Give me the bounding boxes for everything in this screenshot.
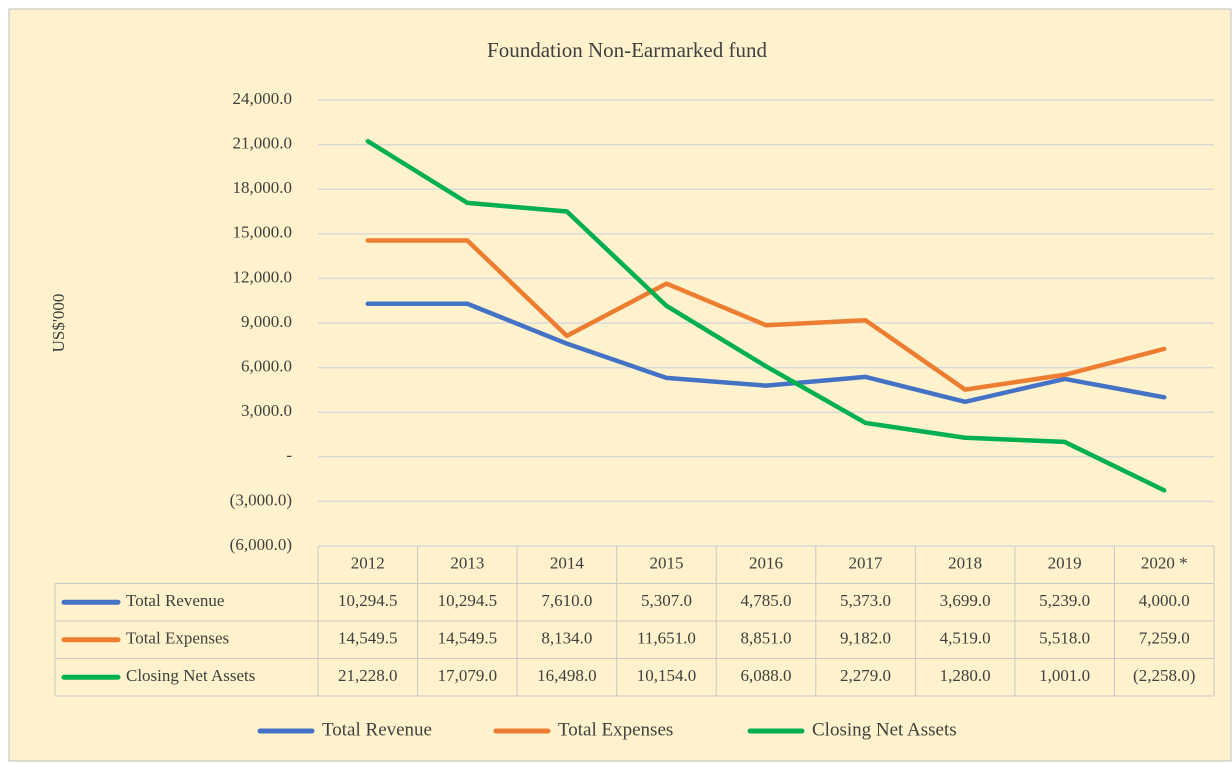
table-cell: 10,294.5 [338, 591, 398, 610]
table-cell: 7,610.0 [541, 591, 592, 610]
table-cell: 2,279.0 [840, 666, 891, 685]
table-cell: 6,088.0 [741, 666, 792, 685]
y-tick-label: 18,000.0 [233, 178, 293, 197]
series-line [365, 138, 1167, 493]
table-row-label: Total Expenses [126, 629, 229, 648]
x-tick-label: 2020 * [1141, 554, 1188, 573]
x-tick-label: 2013 [450, 554, 484, 573]
table-cell: 11,651.0 [637, 629, 696, 648]
legend-label: Total Expenses [558, 719, 673, 740]
x-tick-label: 2015 [649, 554, 683, 573]
table-cell: 7,259.0 [1139, 629, 1190, 648]
x-tick-label: 2016 [749, 554, 783, 573]
table-cell: 10,294.5 [438, 591, 498, 610]
table-cell: 8,851.0 [741, 629, 792, 648]
y-tick-label: (3,000.0) [230, 490, 292, 509]
y-axis-label: US$'000 [49, 294, 68, 353]
table-cell: 5,518.0 [1039, 629, 1090, 648]
table-row-label: Total Revenue [126, 591, 224, 610]
table-row-label: Closing Net Assets [126, 666, 255, 685]
table-cell: 16,498.0 [537, 666, 597, 685]
table-cell: 3,699.0 [940, 591, 991, 610]
table-cell: 21,228.0 [338, 666, 398, 685]
table-cell: 1,001.0 [1039, 666, 1090, 685]
table-cell: 14,549.5 [438, 629, 498, 648]
y-tick-label: 6,000.0 [241, 357, 292, 376]
x-tick-label: 2012 [351, 554, 385, 573]
table-cell: 5,239.0 [1039, 591, 1090, 610]
table-cell: 4,785.0 [741, 591, 792, 610]
y-tick-label: 24,000.0 [233, 89, 293, 108]
x-tick-label: 2019 [1048, 554, 1082, 573]
y-tick-label: 21,000.0 [233, 134, 293, 153]
table-cell: (2,258.0) [1133, 666, 1195, 685]
y-tick-label: 15,000.0 [233, 223, 293, 242]
table-cell: 4,000.0 [1139, 591, 1190, 610]
x-tick-label: 2017 [849, 554, 884, 573]
y-tick-label: - [286, 446, 292, 465]
x-tick-label: 2018 [948, 554, 982, 573]
table-cell: 10,154.0 [637, 666, 697, 685]
legend-label: Total Revenue [322, 719, 432, 740]
y-tick-label: 12,000.0 [233, 267, 293, 286]
series-line [365, 301, 1167, 405]
table-cell: 14,549.5 [338, 629, 398, 648]
legend-label: Closing Net Assets [812, 719, 957, 740]
series-line [365, 238, 1167, 392]
table-cell: 4,519.0 [940, 629, 991, 648]
table-cell: 9,182.0 [840, 629, 891, 648]
table-cell: 5,373.0 [840, 591, 891, 610]
x-tick-label: 2014 [550, 554, 585, 573]
table-cell: 5,307.0 [641, 591, 692, 610]
chart-title: Foundation Non-Earmarked fund [487, 38, 767, 62]
table-cell: 17,079.0 [438, 666, 498, 685]
y-tick-label: 9,000.0 [241, 312, 292, 331]
y-tick-label: 3,000.0 [241, 401, 292, 420]
chart-frame [8, 8, 1232, 762]
y-tick-label: (6,000.0) [230, 535, 292, 554]
table-cell: 8,134.0 [541, 629, 592, 648]
table-cell: 1,280.0 [940, 666, 991, 685]
